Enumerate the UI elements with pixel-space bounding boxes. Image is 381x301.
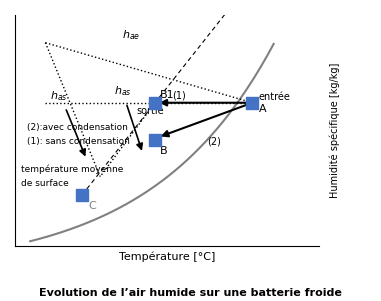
- Text: $h_{as}$: $h_{as}$: [50, 89, 68, 103]
- Point: [79, 193, 85, 197]
- Text: (1): sans condensation: (1): sans condensation: [27, 137, 130, 146]
- Text: (2):avec condensation: (2):avec condensation: [27, 123, 128, 132]
- Point: [152, 100, 158, 105]
- Point: [152, 137, 158, 142]
- Text: Humidité spécifique [kg/kg]: Humidité spécifique [kg/kg]: [329, 63, 340, 198]
- Text: C: C: [88, 201, 96, 211]
- Text: (2): (2): [207, 136, 221, 146]
- Text: B1: B1: [160, 90, 174, 100]
- Text: entrée: entrée: [258, 92, 290, 102]
- Text: A: A: [258, 104, 266, 114]
- Text: B: B: [160, 145, 167, 156]
- Text: température moyenne: température moyenne: [21, 164, 123, 174]
- Point: [249, 100, 255, 105]
- Text: de surface: de surface: [21, 179, 69, 188]
- Text: sortie: sortie: [137, 106, 164, 116]
- Text: $h_{ae}$: $h_{ae}$: [122, 28, 140, 42]
- X-axis label: Température [°C]: Température [°C]: [119, 251, 215, 262]
- Text: (1): (1): [172, 90, 186, 100]
- Text: $h_{as}$: $h_{as}$: [114, 85, 132, 98]
- Text: Evolution de l’air humide sur une batterie froide: Evolution de l’air humide sur une batter…: [39, 288, 342, 298]
